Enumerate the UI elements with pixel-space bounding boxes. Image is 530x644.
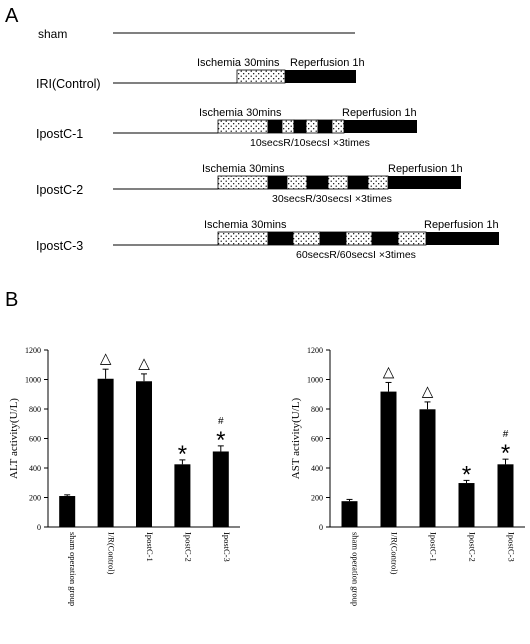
- ischemia-block: [217, 119, 269, 134]
- y-tick-label: 200: [29, 494, 41, 503]
- bar: [212, 451, 229, 527]
- reperfusion-block: [388, 176, 461, 189]
- bar: [458, 483, 475, 527]
- category-label: sham operation group: [68, 532, 78, 606]
- protocol-row: IpostC-3 Ischemia 30mins Reperfusion 1h 60s…: [36, 219, 499, 261]
- category-label: IpostC-1: [145, 532, 155, 562]
- ast-chart: 0 200 400 600 800 1000 1200 AST activity(U/L) sh…: [290, 346, 525, 606]
- reperfusion-block: [285, 70, 356, 83]
- bar: [174, 464, 191, 527]
- category-label: IpostC-3: [507, 532, 517, 562]
- ischemia-label: Ischemia 30mins: [202, 163, 285, 175]
- row-label: IpostC-3: [36, 239, 83, 253]
- ischemia-cycle: [327, 175, 349, 190]
- y-tick-label: 1000: [25, 376, 41, 385]
- protocol-label: 60secsR/60secsI ×3times: [296, 249, 416, 261]
- protocol-row: IpostC-2 Ischemia 30mins Reperfusion 1h 30s…: [36, 163, 463, 205]
- bar: [497, 464, 514, 527]
- bar: [136, 381, 152, 527]
- ischemia-cycle: [367, 175, 389, 190]
- marker-hash: #: [218, 416, 224, 427]
- ischemia-block: [236, 69, 286, 84]
- category-label: IpostC-1: [429, 532, 439, 562]
- y-tick-label: 200: [311, 494, 323, 503]
- reperfusion-cycle: [267, 175, 288, 190]
- marker-asterisk: *: [462, 461, 471, 488]
- y-tick-label: 800: [311, 405, 323, 414]
- y-axis-label: AST activity(U/L): [290, 397, 302, 479]
- panel-b-letter: B: [5, 289, 18, 311]
- bar: [341, 501, 358, 527]
- y-tick-label: 800: [29, 405, 41, 414]
- reperfusion-cycle: [267, 231, 294, 246]
- y-tick-label: 400: [29, 464, 41, 473]
- category-label: IpostC-2: [183, 532, 193, 562]
- ischemia-cycle: [397, 231, 427, 246]
- ischemia-label: Ischemia 30mins: [197, 57, 280, 69]
- marker-asterisk: *: [216, 427, 225, 454]
- ischemia-cycle: [292, 231, 321, 246]
- row-label: IRI(Control): [36, 77, 101, 91]
- marker-asterisk: *: [501, 440, 510, 467]
- ischemia-block: [217, 231, 269, 246]
- marker-triangle: △: [383, 363, 395, 380]
- category-label: I/R(Control): [390, 532, 400, 575]
- category-label: IpostC-2: [468, 532, 478, 562]
- ischemia-block: [217, 175, 269, 190]
- reperfusion-cycle: [347, 175, 369, 190]
- category-label: I/R(Control): [107, 532, 117, 575]
- category-label: sham operation group: [351, 532, 361, 606]
- y-tick-label: 0: [37, 523, 41, 532]
- y-tick-label: 0: [319, 523, 323, 532]
- panel-a-protocols: sham IRI(Control) Ischemia 30mins Reperfusi…: [36, 27, 499, 261]
- ischemia-cycle: [286, 175, 308, 190]
- reperfusion-label: Reperfusion 1h: [342, 107, 417, 119]
- panel-a-letter: A: [5, 5, 19, 27]
- protocol-row: IRI(Control) Ischemia 30mins Reperfusion 1…: [36, 57, 365, 91]
- row-label: IpostC-1: [36, 127, 83, 141]
- row-label: IpostC-2: [36, 183, 83, 197]
- reperfusion-cycle: [317, 119, 333, 134]
- protocol-label: 30secsR/30secsI ×3times: [272, 193, 392, 205]
- alt-chart: 0 200 400 600 800 1000 1200 ALT activity(U/L) sh…: [8, 346, 240, 606]
- bar: [97, 378, 114, 527]
- y-tick-label: 1200: [25, 346, 41, 355]
- ischemia-label: Ischemia 30mins: [199, 107, 282, 119]
- reperfusion-label: Reperfusion 1h: [388, 163, 463, 175]
- bar: [380, 391, 397, 527]
- y-tick-label: 600: [311, 435, 323, 444]
- marker-triangle: △: [138, 355, 150, 372]
- y-tick-label: 1000: [307, 376, 323, 385]
- ischemia-label: Ischemia 30mins: [204, 219, 287, 231]
- marker-triangle: △: [100, 350, 112, 367]
- protocol-row: IpostC-1 Ischemia 30mins Reperfusion 1h 10s…: [36, 107, 417, 149]
- ischemia-cycle: [305, 119, 319, 134]
- y-tick-label: 1200: [307, 346, 323, 355]
- marker-triangle: △: [422, 383, 434, 400]
- reperfusion-label: Reperfusion 1h: [424, 219, 499, 231]
- y-tick-label: 400: [311, 464, 323, 473]
- reperfusion-block: [344, 120, 417, 133]
- reperfusion-cycle: [319, 231, 347, 246]
- reperfusion-cycle: [306, 175, 329, 190]
- category-label: IpostC-3: [222, 532, 232, 562]
- marker-hash: #: [503, 429, 509, 440]
- reperfusion-label: Reperfusion 1h: [290, 57, 365, 69]
- protocol-label: 10secsR/10secsI ×3times: [250, 137, 370, 149]
- ischemia-cycle: [345, 231, 373, 246]
- row-label: sham: [38, 27, 67, 41]
- protocol-row: sham: [38, 27, 355, 41]
- marker-asterisk: *: [178, 441, 187, 468]
- reperfusion-block: [426, 232, 499, 245]
- bar: [419, 409, 436, 527]
- reperfusion-cycle: [293, 119, 307, 134]
- reperfusion-cycle: [371, 231, 399, 246]
- ischemia-cycle: [281, 119, 295, 134]
- y-tick-label: 600: [29, 435, 41, 444]
- ischemia-cycle: [331, 119, 345, 134]
- reperfusion-cycle: [267, 119, 283, 134]
- bar: [59, 496, 76, 527]
- y-axis-label: ALT activity(U/L): [8, 398, 20, 479]
